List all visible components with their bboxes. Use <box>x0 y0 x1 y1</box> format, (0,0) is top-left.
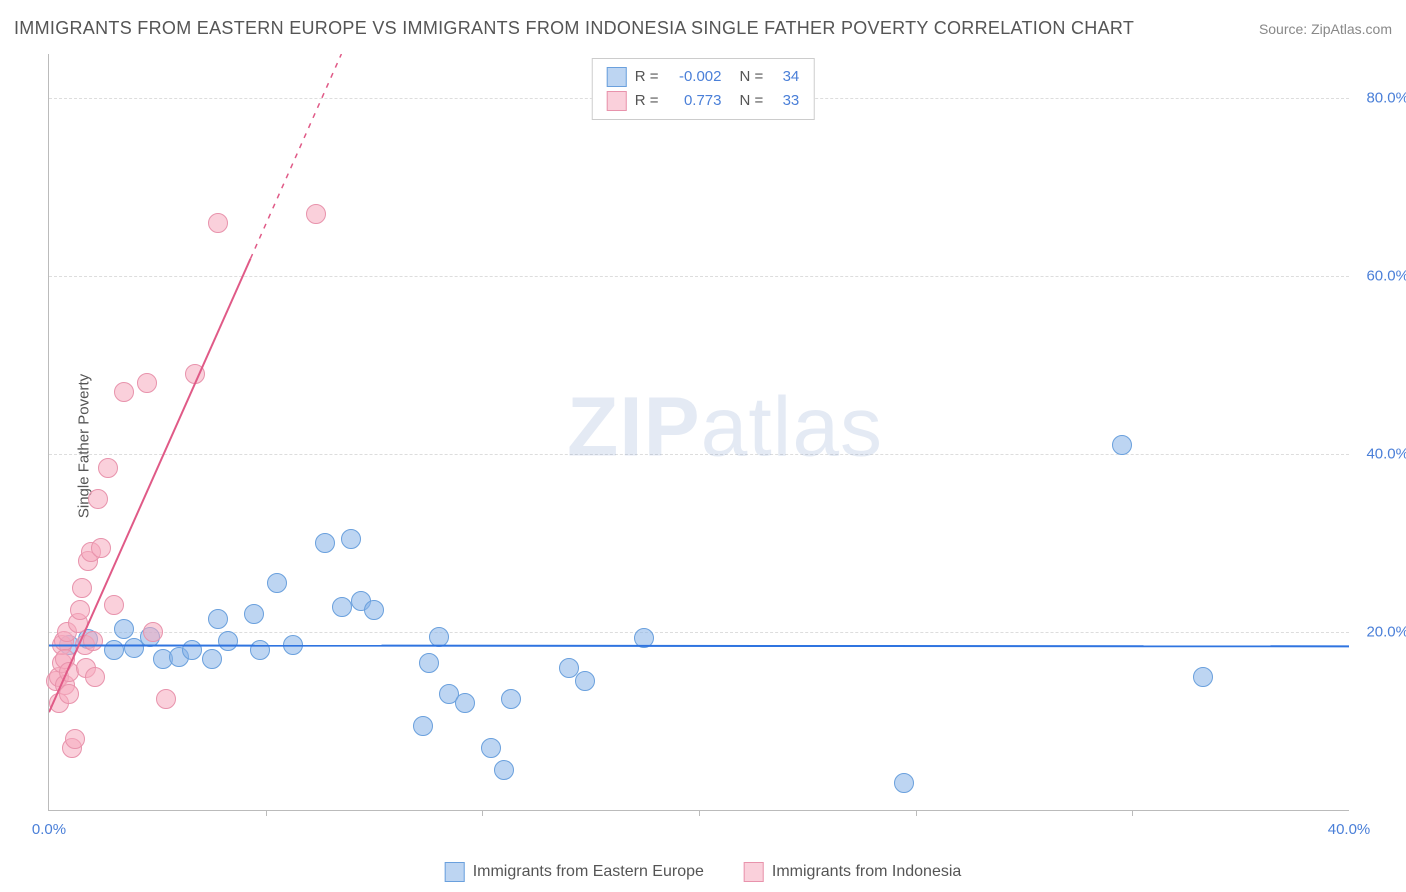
data-point-ee <box>455 693 475 713</box>
x-tick-label: 0.0% <box>32 821 66 838</box>
swatch-ee <box>607 67 627 87</box>
data-point-ee <box>481 738 501 758</box>
data-point-id <box>65 729 85 749</box>
data-point-id <box>72 578 92 598</box>
data-point-id <box>137 373 157 393</box>
gridline <box>49 454 1349 455</box>
data-point-id <box>91 538 111 558</box>
watermark-rest: atlas <box>701 380 883 474</box>
data-point-ee <box>182 640 202 660</box>
legend-label-ee: Immigrants from Eastern Europe <box>473 863 704 881</box>
data-point-ee <box>501 689 521 709</box>
data-point-id <box>85 667 105 687</box>
chart-title: IMMIGRANTS FROM EASTERN EUROPE VS IMMIGR… <box>14 18 1134 39</box>
watermark-bold: ZIP <box>567 380 701 474</box>
y-tick-label: 80.0% <box>1354 90 1406 107</box>
data-point-id <box>143 622 163 642</box>
n-label: N = <box>740 65 764 89</box>
data-point-id <box>156 689 176 709</box>
data-point-id <box>306 204 326 224</box>
swatch-id <box>744 862 764 882</box>
data-point-ee <box>283 635 303 655</box>
r-label: R = <box>635 65 659 89</box>
n-label: N = <box>740 89 764 113</box>
data-point-ee <box>1112 435 1132 455</box>
plot-area: ZIPatlas 20.0%40.0%60.0%80.0%0.0%40.0% <box>48 54 1349 811</box>
data-point-ee <box>894 773 914 793</box>
data-point-ee <box>208 609 228 629</box>
data-point-ee <box>429 627 449 647</box>
data-point-id <box>114 382 134 402</box>
gridline <box>49 276 1349 277</box>
data-point-id <box>98 458 118 478</box>
data-point-id <box>59 684 79 704</box>
data-point-id <box>104 595 124 615</box>
swatch-ee <box>445 862 465 882</box>
x-tick-mark <box>1132 810 1133 816</box>
data-point-ee <box>341 529 361 549</box>
n-value-id: 33 <box>771 89 799 113</box>
data-point-ee <box>575 671 595 691</box>
x-tick-mark <box>482 810 483 816</box>
x-tick-label: 40.0% <box>1328 821 1371 838</box>
legend-label-id: Immigrants from Indonesia <box>772 863 961 881</box>
r-label: R = <box>635 89 659 113</box>
data-point-id <box>70 600 90 620</box>
data-point-ee <box>494 760 514 780</box>
x-tick-mark <box>266 810 267 816</box>
data-point-id <box>88 489 108 509</box>
x-tick-mark <box>699 810 700 816</box>
legend-row-id: R = 0.773 N = 33 <box>607 89 800 113</box>
legend-row-ee: R = -0.002 N = 34 <box>607 65 800 89</box>
r-value-ee: -0.002 <box>667 65 722 89</box>
data-point-ee <box>419 653 439 673</box>
r-value-id: 0.773 <box>667 89 722 113</box>
data-point-ee <box>332 597 352 617</box>
gridline <box>49 632 1349 633</box>
data-point-ee <box>202 649 222 669</box>
legend-series: Immigrants from Eastern Europe Immigrant… <box>445 862 962 882</box>
data-point-id <box>208 213 228 233</box>
title-bar: IMMIGRANTS FROM EASTERN EUROPE VS IMMIGR… <box>14 18 1392 39</box>
data-point-id <box>83 631 103 651</box>
data-point-ee <box>250 640 270 660</box>
data-point-ee <box>1193 667 1213 687</box>
y-tick-label: 20.0% <box>1354 624 1406 641</box>
data-point-ee <box>104 640 124 660</box>
n-value-ee: 34 <box>771 65 799 89</box>
legend-item-ee: Immigrants from Eastern Europe <box>445 862 704 882</box>
legend-item-id: Immigrants from Indonesia <box>744 862 961 882</box>
data-point-ee <box>413 716 433 736</box>
data-point-ee <box>364 600 384 620</box>
data-point-ee <box>244 604 264 624</box>
source-label: Source: ZipAtlas.com <box>1259 21 1392 37</box>
swatch-id <box>607 91 627 111</box>
data-point-ee <box>634 628 654 648</box>
watermark: ZIPatlas <box>567 379 883 476</box>
y-tick-label: 40.0% <box>1354 446 1406 463</box>
data-point-ee <box>218 631 238 651</box>
x-tick-mark <box>916 810 917 816</box>
data-point-id <box>185 364 205 384</box>
data-point-ee <box>315 533 335 553</box>
data-point-ee <box>267 573 287 593</box>
y-tick-label: 60.0% <box>1354 268 1406 285</box>
legend-correlation: R = -0.002 N = 34 R = 0.773 N = 33 <box>592 58 815 120</box>
data-point-ee <box>114 619 134 639</box>
